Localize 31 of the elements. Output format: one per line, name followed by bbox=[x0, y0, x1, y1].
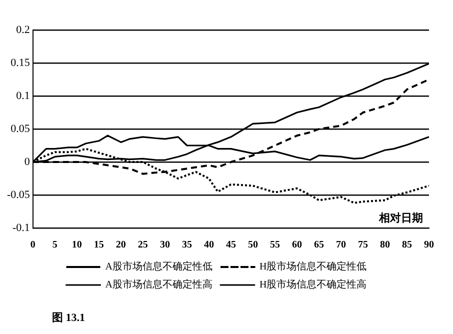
legend-label: A股市场信息不确定性高 bbox=[105, 278, 213, 291]
y-tick-label: 0.05 bbox=[10, 122, 30, 135]
x-tick-label: 85 bbox=[402, 240, 412, 251]
x-tick-label: 40 bbox=[204, 240, 214, 251]
caption: 图 13.1 bbox=[51, 311, 86, 325]
x-tick-label: 80 bbox=[380, 240, 390, 251]
legend-label: A股市场信息不确定性低 bbox=[105, 260, 213, 273]
y-tick-label: -0.1 bbox=[12, 222, 30, 234]
legend-label: H股市场信息不确定性高 bbox=[260, 278, 367, 291]
x-tick-label: 15 bbox=[94, 240, 104, 251]
x-tick-label: 5 bbox=[52, 240, 58, 251]
x-tick-label: 55 bbox=[270, 240, 280, 251]
y-tick-label: 0.1 bbox=[16, 90, 30, 102]
y-tick-label: -0.05 bbox=[6, 188, 30, 201]
x-tick-label: 50 bbox=[248, 240, 258, 251]
x-tick-label: 75 bbox=[358, 240, 368, 251]
x-tick-label: 25 bbox=[138, 240, 148, 251]
x-tick-label: 65 bbox=[314, 240, 324, 251]
x-tick-label: 30 bbox=[160, 240, 170, 251]
y-tick-label: 0 bbox=[24, 156, 30, 168]
x-tick-label: 10 bbox=[72, 240, 82, 251]
x-tick-label: 45 bbox=[226, 240, 236, 251]
x-axis-title: 相对日期 bbox=[378, 211, 423, 224]
y-tick-label: 0.15 bbox=[10, 56, 30, 69]
x-tick-label: 90 bbox=[424, 240, 434, 251]
x-tick-label: 60 bbox=[292, 240, 302, 251]
y-tick-label: 0.2 bbox=[16, 24, 30, 36]
x-tick-label: 70 bbox=[336, 240, 346, 251]
x-tick-label: 35 bbox=[182, 240, 192, 251]
legend-label: H股市场信息不确定性低 bbox=[260, 260, 367, 273]
x-tick-label: 20 bbox=[116, 240, 126, 251]
